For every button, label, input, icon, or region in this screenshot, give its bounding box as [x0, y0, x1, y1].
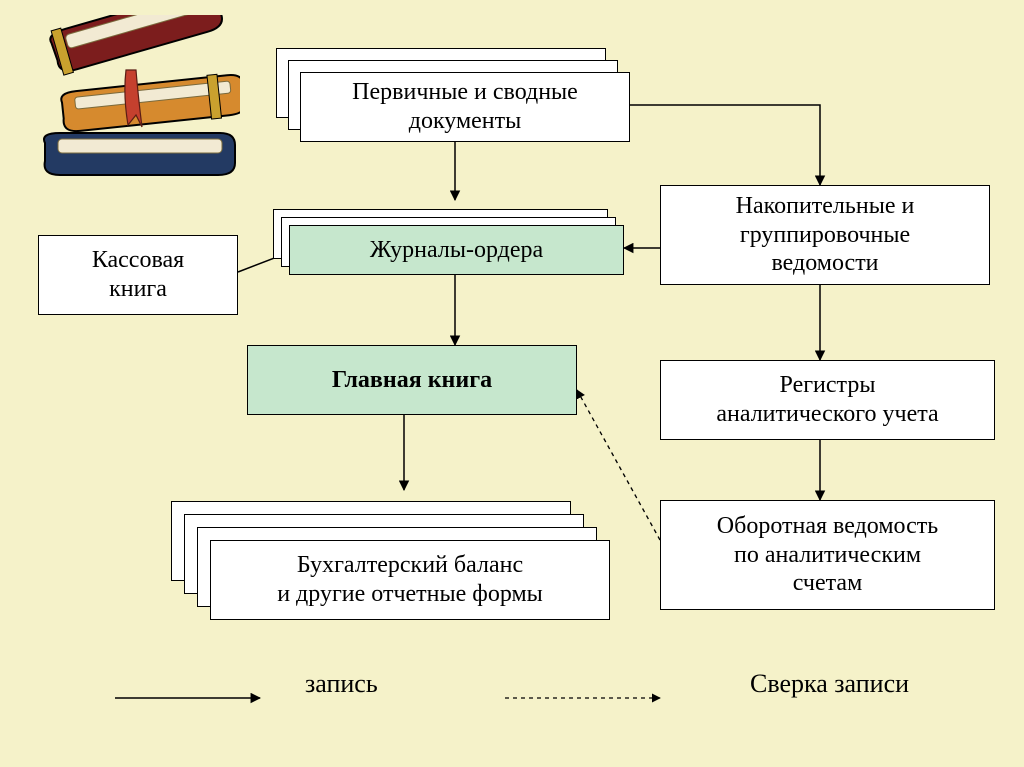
- books-icon: [30, 15, 240, 185]
- legend-reconcile: Сверка записи: [750, 669, 909, 699]
- box-journals: Журналы-ордера: [289, 225, 624, 275]
- box-balance: Бухгалтерский баланси другие отчетные фо…: [210, 540, 610, 620]
- box-main_book: Главная книга: [247, 345, 577, 415]
- box-turnover-line: по аналитическим: [734, 541, 921, 570]
- box-balance-line: Бухгалтерский баланс: [297, 551, 523, 580]
- box-accum: Накопительные игруппировочныеведомости: [660, 185, 990, 285]
- box-main_book-line: Главная книга: [332, 366, 492, 395]
- box-primary_docs-line: документы: [409, 107, 522, 136]
- box-registers-line: Регистры: [780, 371, 876, 400]
- box-accum-line: ведомости: [771, 249, 878, 278]
- connector-dotted: [577, 390, 660, 540]
- box-registers-line: аналитического учета: [716, 400, 938, 429]
- connector-solid: [630, 105, 820, 185]
- box-balance-line: и другие отчетные формы: [277, 580, 543, 609]
- box-cash_book-line: Кассовая: [92, 246, 184, 275]
- diagram-stage: Первичные и сводныедокументы Кассоваякниг…: [0, 0, 1024, 767]
- box-registers: Регистрыаналитического учета: [660, 360, 995, 440]
- box-turnover-line: счетам: [793, 569, 863, 598]
- box-turnover-line: Оборотная ведомость: [717, 512, 938, 541]
- box-turnover: Оборотная ведомостьпо аналитическимсчета…: [660, 500, 995, 610]
- box-cash_book: Кассоваякнига: [38, 235, 238, 315]
- legend-record: запись: [305, 669, 378, 699]
- box-primary_docs-line: Первичные и сводные: [352, 78, 578, 107]
- box-primary_docs: Первичные и сводныедокументы: [300, 72, 630, 142]
- box-journals-line: Журналы-ордера: [370, 236, 543, 265]
- box-accum-line: Накопительные и: [736, 192, 915, 221]
- box-cash_book-line: книга: [109, 275, 167, 304]
- box-accum-line: группировочные: [740, 221, 910, 250]
